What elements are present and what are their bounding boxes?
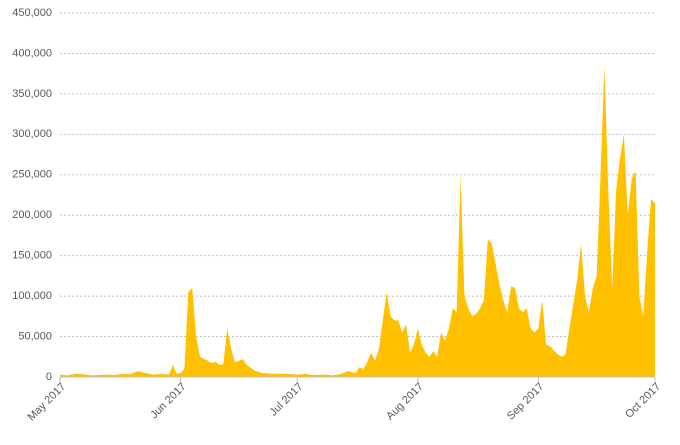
y-tick-label: 250,000 (12, 169, 52, 181)
y-tick-label: 200,000 (12, 209, 52, 221)
y-tick-label: 450,000 (12, 7, 52, 19)
y-tick-label: 50,000 (18, 330, 52, 342)
y-tick-label: 300,000 (12, 128, 52, 140)
y-tick-label: 400,000 (12, 47, 52, 59)
x-tick-label: Oct 2017 (623, 381, 663, 421)
x-tick-label: Sep 2017 (505, 381, 547, 423)
x-tick-label: Jul 2017 (268, 381, 306, 419)
y-tick-label: 0 (46, 371, 52, 383)
x-tick-label: Aug 2017 (384, 381, 426, 423)
y-tick-label: 100,000 (12, 290, 52, 302)
area (60, 65, 655, 377)
x-tick-label: Jun 2017 (148, 381, 188, 421)
x-tick-label: May 2017 (26, 381, 69, 424)
y-tick-label: 350,000 (12, 88, 52, 100)
y-tick-label: 150,000 (12, 250, 52, 262)
